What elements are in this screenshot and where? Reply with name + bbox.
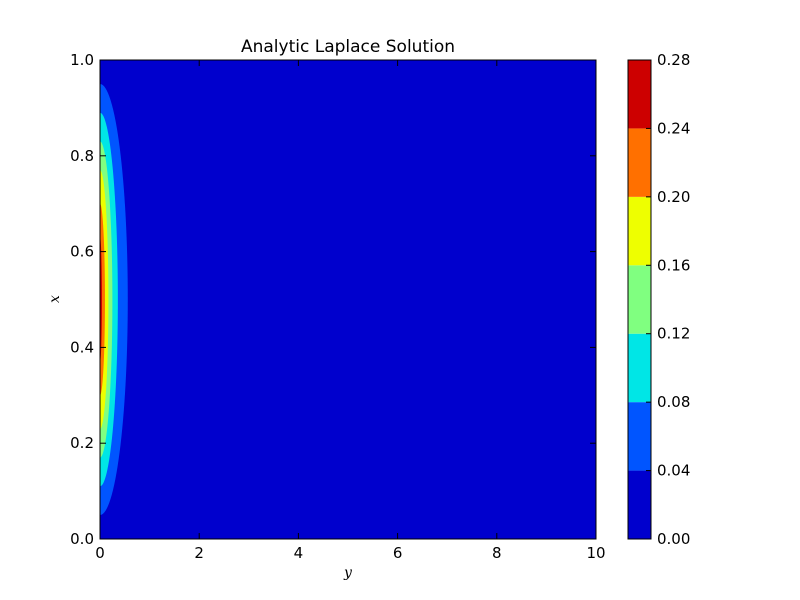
x-tick-label: 6 (393, 544, 403, 562)
plot-frame (99, 59, 597, 540)
plot-area: 0 2 4 6 8 10 0.0 0.2 0.4 0.6 0.8 1.0 (70, 51, 605, 562)
colorbar-bands (628, 60, 651, 539)
colorbar-tick-label: 0.24 (657, 119, 690, 137)
y-axis-label: x (47, 295, 63, 303)
colorbar-band (628, 60, 651, 129)
x-tick-label: 0 (95, 544, 105, 562)
colorbar-tick-label: 0.08 (657, 393, 690, 411)
colorbar-tick-label: 0.20 (657, 188, 690, 206)
colorbar-frame (627, 59, 652, 540)
x-tick-label: 10 (586, 544, 605, 562)
x-axis-ticks: 0 2 4 6 8 10 (95, 60, 606, 562)
y-tick-label: 0.6 (70, 243, 94, 261)
y-tick-label: 0.4 (70, 338, 94, 356)
colorbar-tick-label: 0.28 (657, 51, 690, 69)
colorbar-tick-label: 0.16 (657, 256, 690, 274)
colorbar-band (628, 333, 651, 403)
colorbar-band (628, 265, 651, 334)
contour-regions (100, 83, 128, 516)
y-tick-label: 0.2 (70, 434, 94, 452)
x-tick-label: 4 (294, 544, 304, 562)
colorbar-tick-label: 0.04 (657, 462, 690, 480)
colorbar-band (628, 128, 651, 197)
x-tick-label: 8 (492, 544, 502, 562)
x-axis-label: y (343, 565, 353, 581)
plot-background (100, 60, 596, 539)
x-tick-label: 2 (194, 544, 204, 562)
colorbar: 0.00 0.04 0.08 0.12 0.16 0.20 0.24 0.28 (627, 51, 690, 548)
chart-title: Analytic Laplace Solution (241, 37, 455, 57)
colorbar-band (628, 402, 651, 471)
colorbar-band (628, 470, 651, 539)
y-tick-label: 0.0 (70, 530, 94, 548)
colorbar-band (628, 196, 651, 266)
colorbar-ticks: 0.00 0.04 0.08 0.12 0.16 0.20 0.24 0.28 (646, 51, 690, 548)
colorbar-tick-label: 0.12 (657, 325, 690, 343)
y-tick-label: 1.0 (70, 51, 94, 69)
y-tick-label: 0.8 (70, 147, 94, 165)
y-axis-ticks: 0.0 0.2 0.4 0.6 0.8 1.0 (70, 51, 596, 548)
colorbar-tick-label: 0.00 (657, 530, 690, 548)
